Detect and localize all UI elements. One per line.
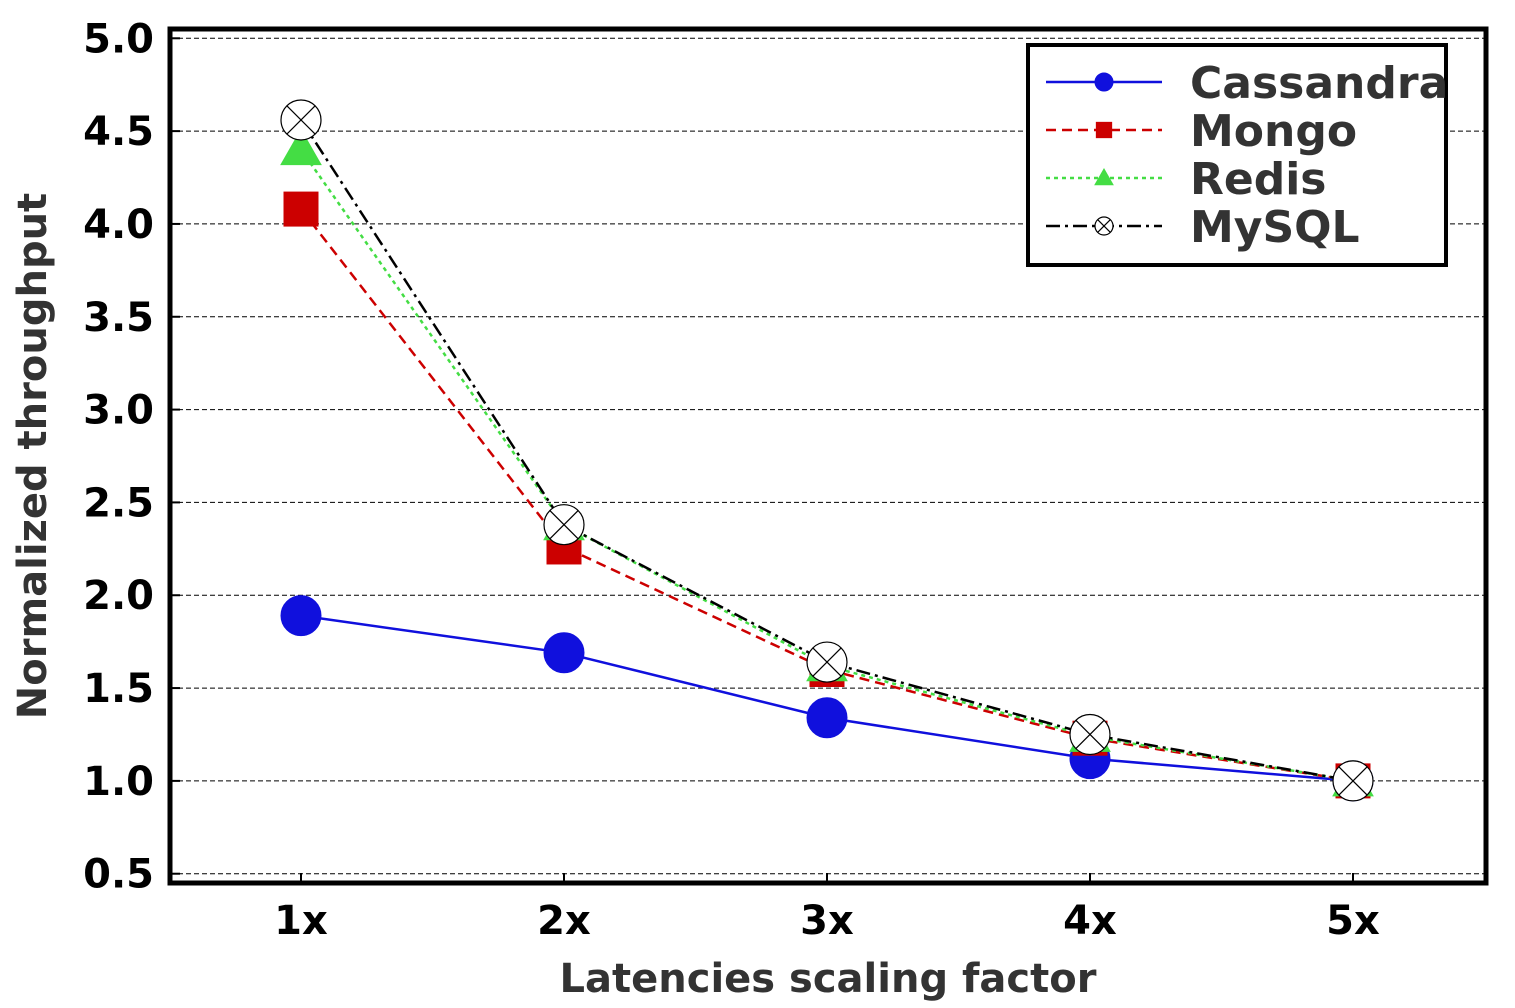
data-point (1069, 713, 1111, 756)
legend-item-mongo: Mongo (1046, 106, 1357, 157)
data-point (280, 99, 322, 141)
data-point (806, 641, 848, 683)
legend-label: Redis (1190, 154, 1327, 205)
data-point (806, 697, 848, 739)
marker-cross (286, 105, 316, 135)
data-point (543, 632, 585, 674)
y-tick-label: 1.5 (83, 666, 154, 712)
data-point (283, 191, 319, 227)
marker-cross (1075, 720, 1105, 749)
y-tick-label: 4.0 (83, 202, 154, 248)
marker-cross (812, 647, 842, 677)
legend-item-redis: Redis (1046, 154, 1327, 205)
series-line (300, 208, 1354, 783)
x-tick-label: 1x (274, 898, 328, 944)
data-point (280, 128, 322, 166)
grid-lines (170, 37, 1486, 875)
series-cassandra (280, 595, 1374, 802)
series-layer (280, 99, 1374, 802)
data-point (1332, 760, 1374, 802)
y-tick-label: 1.0 (83, 759, 154, 805)
x-axis-label: Latencies scaling factor (560, 956, 1097, 1002)
y-tick-label: 4.5 (83, 109, 154, 155)
legend-marker (1094, 216, 1114, 236)
marker-cross (549, 510, 579, 540)
y-tick-label: 3.0 (83, 388, 154, 434)
series-line (299, 119, 1354, 783)
x-tick-label: 4x (1063, 898, 1117, 944)
series-mysql (280, 99, 1374, 802)
legend-label: Cassandra (1190, 58, 1448, 109)
data-point (543, 504, 585, 546)
y-tick-label: 2.0 (83, 573, 154, 619)
y-tick-label: 2.5 (83, 480, 154, 526)
series-line (299, 148, 1354, 783)
legend-marker (1095, 121, 1113, 139)
y-tick-label: 5.0 (83, 16, 154, 62)
marker-cross (1097, 219, 1111, 233)
y-tick-label: 3.5 (83, 295, 154, 341)
legend-marker (1094, 72, 1114, 92)
data-point (280, 595, 322, 637)
legend-item-mysql: MySQL (1046, 202, 1360, 253)
tick-layer: 0.5 1.0 1.5 2.0 2.5 3.0 3.5 4.0 4.5 5.0 1x 2x 3x 4x 5x (83, 16, 1380, 944)
legend-item-cassandra: Cassandra (1046, 58, 1448, 109)
marker-cross (1338, 766, 1368, 796)
x-tick-label: 2x (537, 898, 591, 944)
legend-marker (1094, 167, 1114, 186)
legend-label: MySQL (1190, 202, 1360, 253)
y-axis-label: Normalized throughput (10, 193, 56, 719)
x-tick-label: 5x (1326, 898, 1380, 944)
y-tick-label: 0.5 (83, 852, 154, 898)
x-tick-label: 3x (800, 898, 854, 944)
legend-label: Mongo (1190, 106, 1357, 157)
